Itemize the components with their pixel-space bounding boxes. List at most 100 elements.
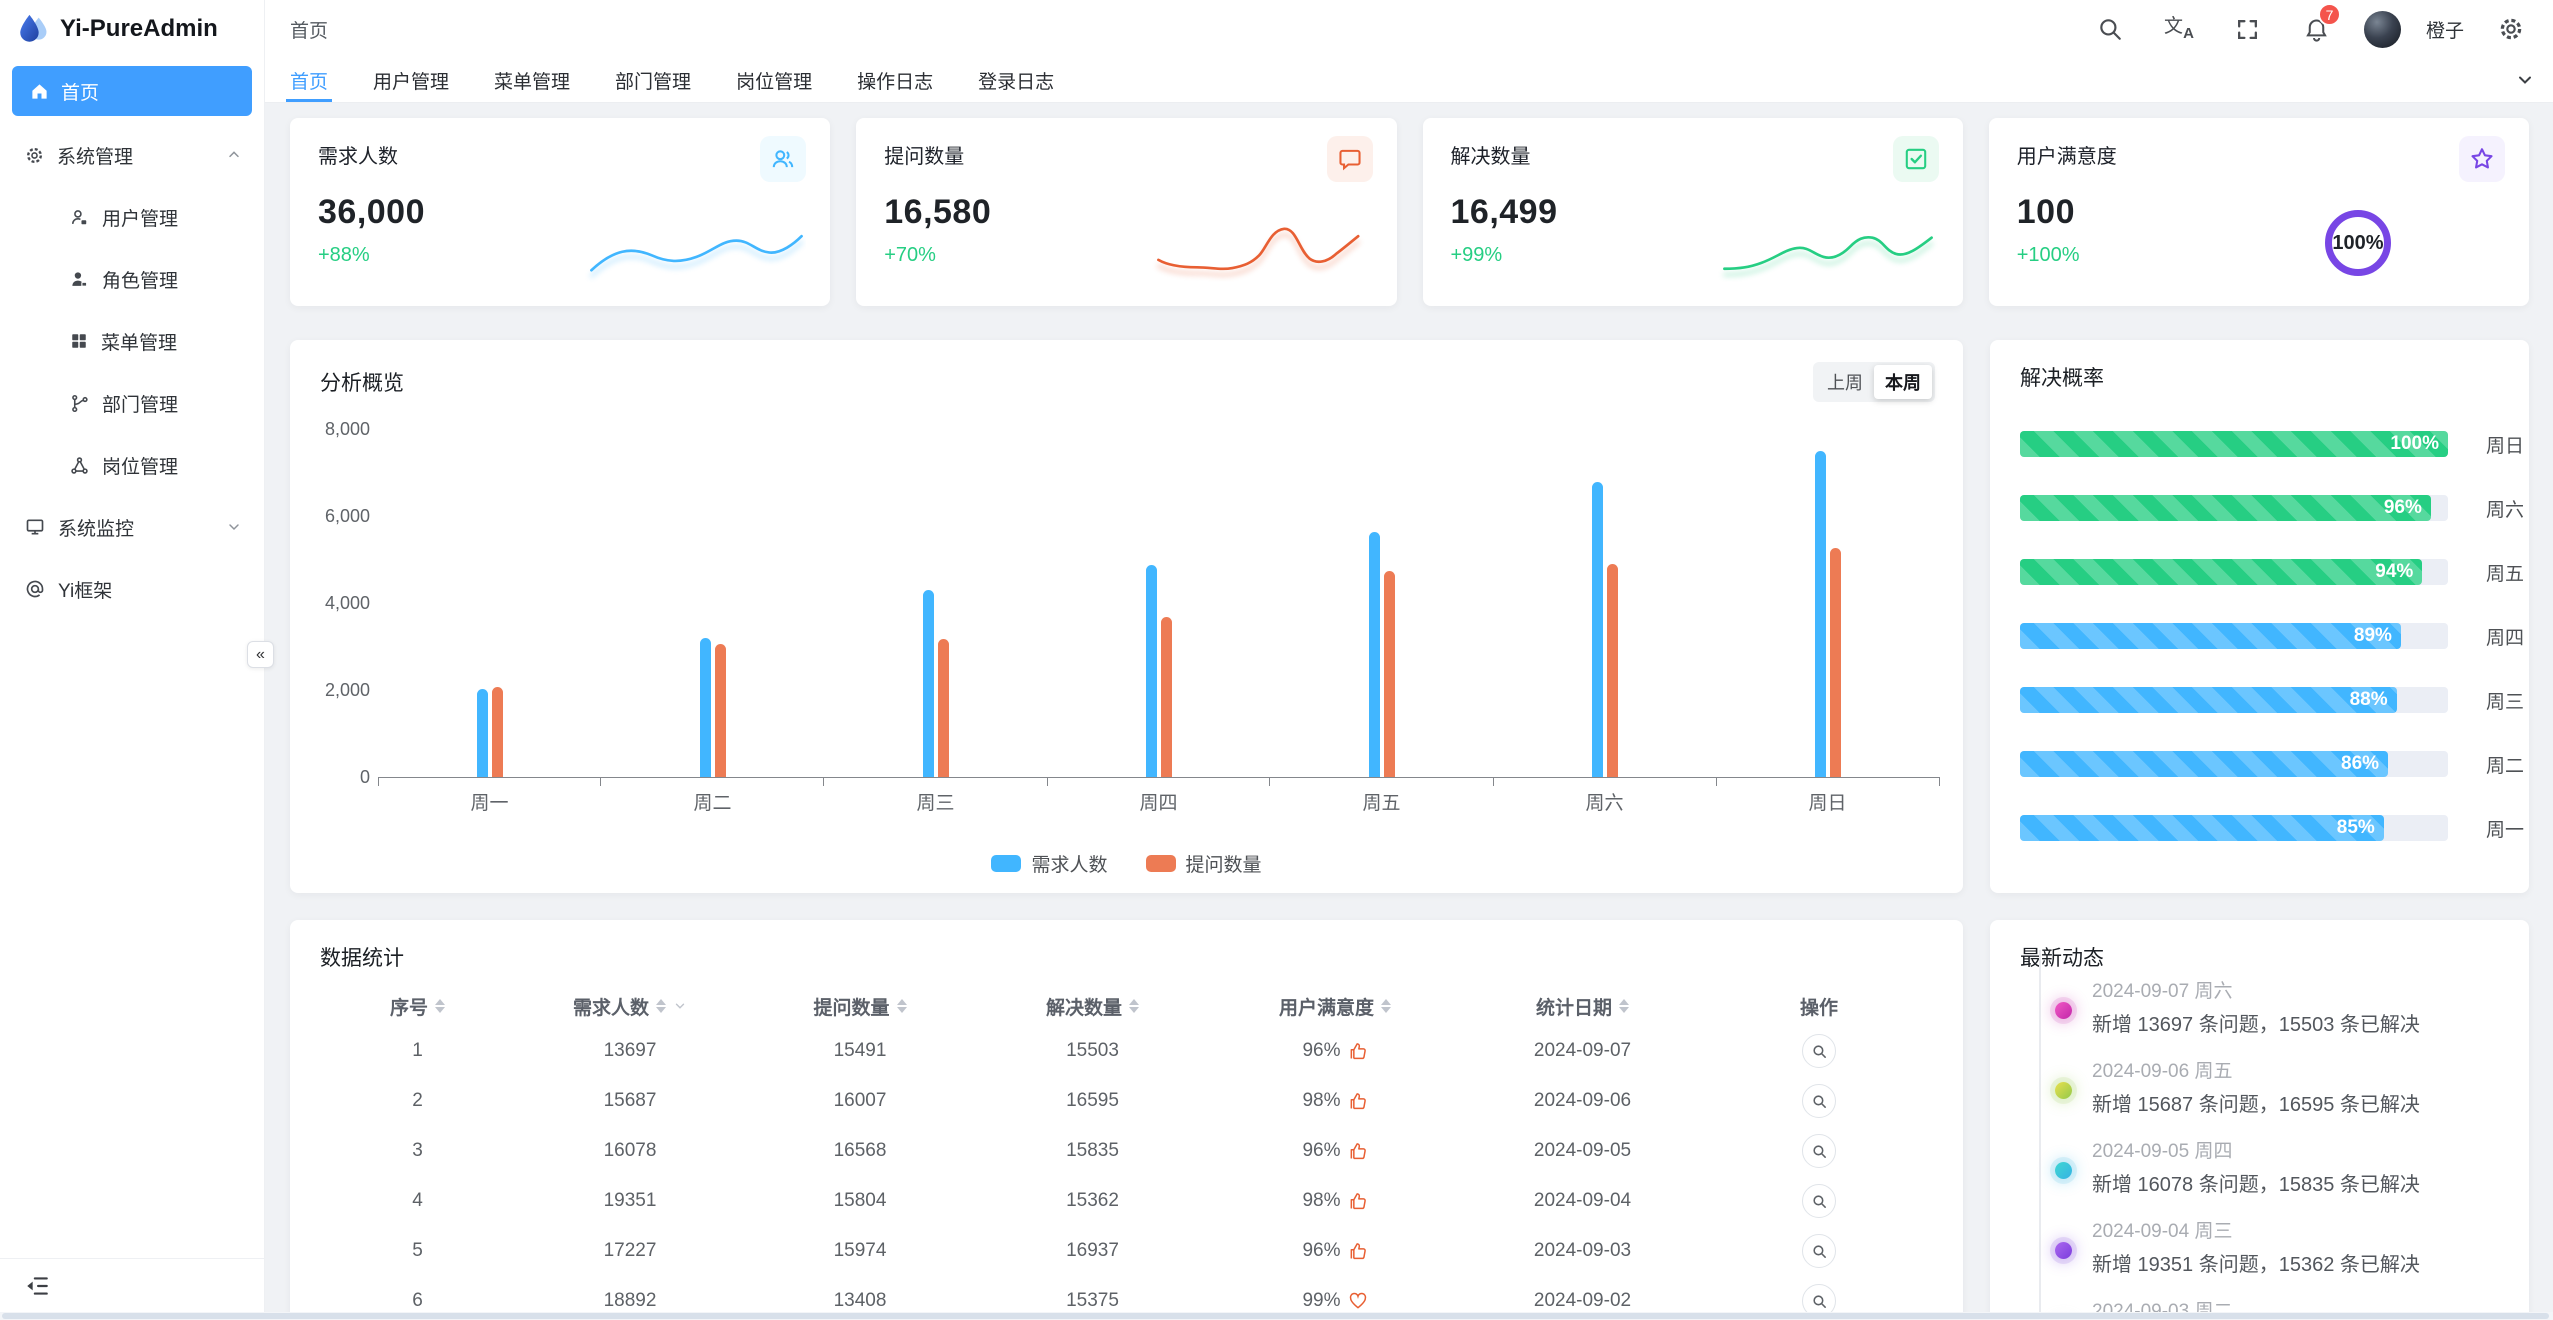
solve-probability-panel: 解决概率 100% 周日 96% 周六 94% 周五 89% 周四 88% 周三 86% 周二 85% 周… (1990, 340, 2529, 893)
sort-carets-icon[interactable] (1129, 999, 1139, 1013)
sidebar-item-Yi框架[interactable]: Yi框架 (0, 558, 264, 620)
sidebar-item-label: 部门管理 (102, 394, 179, 416)
cell-index: 4 (412, 1190, 423, 1211)
cell-date: 2024-09-04 (1533, 1190, 1632, 1211)
tab-菜单管理[interactable]: 菜单管理 (494, 71, 571, 93)
legend-item-提问数量[interactable]: 提问数量 (1145, 850, 1262, 877)
thumb-up-icon (1348, 1091, 1368, 1111)
column-header-统计日期[interactable]: 统计日期 (1460, 993, 1705, 1020)
cell-date: 2024-09-03 (1533, 1240, 1632, 1261)
progress-fill: 89% (2020, 623, 2401, 649)
tab-首页[interactable]: 首页 (285, 58, 333, 102)
panel-title: 分析概览 (320, 372, 404, 395)
y-axis-label: 2,000 (324, 680, 370, 700)
sidebar-item-系统监控[interactable]: 系统监控 (0, 496, 264, 558)
tab-操作日志[interactable]: 操作日志 (857, 71, 934, 93)
fullscreen-icon[interactable] (2226, 7, 2270, 51)
x-axis-label: 周二 (693, 793, 732, 814)
stat-cards-row: 需求人数 36,000 +88% 提问数量 16,580 +70% 解决数量 16,499 +9… (290, 118, 2529, 306)
table-row: 3 16078 16568 15835 96% 2024-09-05 (320, 1126, 1933, 1176)
solve-row-周六: 96% 周六 (2020, 476, 2529, 540)
view-row-button[interactable] (1802, 1034, 1836, 1068)
sidebar-item-label: 系统监控 (58, 518, 135, 540)
progress-track: 94% (2020, 559, 2448, 585)
user-icon (70, 208, 89, 227)
panel-title: 最新动态 (2020, 947, 2104, 970)
sidebar-item-label: 系统管理 (57, 146, 134, 168)
progress-day-label: 周二 (2486, 755, 2525, 777)
cell-actions (1705, 1184, 1933, 1218)
view-row-button[interactable] (1802, 1234, 1836, 1268)
cell-resolved: 15362 (1066, 1190, 1119, 1211)
bar-提问数量 (1829, 547, 1841, 777)
axis-tick (1492, 777, 1494, 786)
menu-fold-icon[interactable] (22, 1271, 52, 1301)
bar-需求人数 (1814, 451, 1826, 777)
satisfaction-ring: 100% (2325, 210, 2391, 276)
tab-用户管理[interactable]: 用户管理 (373, 71, 450, 93)
sidebar-item-菜单管理[interactable]: 菜单管理 (0, 310, 264, 372)
sort-carets-icon[interactable] (435, 999, 445, 1013)
notifications-bell-icon[interactable]: 7 (2295, 3, 2341, 51)
x-axis-label: 周日 (1808, 793, 1847, 814)
legend-item-需求人数[interactable]: 需求人数 (991, 850, 1108, 877)
bar-group-周一 (378, 430, 601, 777)
cell-questions: 15974 (833, 1240, 887, 1261)
horizontal-scrollbar-thumb[interactable] (2, 1313, 2549, 1319)
sort-carets-icon[interactable] (896, 999, 907, 1013)
sidebar-collapse-button[interactable]: « (247, 641, 274, 668)
column-header-用户满意度[interactable]: 用户满意度 (1210, 993, 1460, 1020)
timeline-line (2039, 950, 2041, 1320)
sidebar-item-用户管理[interactable]: 用户管理 (0, 186, 264, 248)
sort-carets-icon[interactable] (1381, 999, 1391, 1013)
sort-carets-icon[interactable] (1619, 999, 1629, 1013)
column-header-解决数量[interactable]: 解决数量 (975, 993, 1210, 1020)
x-axis-label: 周五 (1362, 793, 1401, 814)
week-button-上周[interactable]: 上周 (1827, 373, 1863, 393)
view-row-button[interactable] (1802, 1184, 1836, 1218)
search-icon[interactable] (2088, 7, 2132, 51)
timeline-dot (2055, 1162, 2072, 1179)
view-row-button[interactable] (1802, 1084, 1836, 1118)
column-header-提问数量[interactable]: 提问数量 (745, 993, 975, 1020)
week-button-本周[interactable]: 本周 (1874, 365, 1932, 399)
progress-day-label: 周五 (2486, 563, 2525, 585)
axis-tick (600, 777, 602, 786)
sidebar-item-系统管理[interactable]: 系统管理 (0, 124, 264, 186)
cell-index: 6 (412, 1290, 423, 1311)
avatar[interactable] (2363, 10, 2401, 48)
cell-satisfaction: 98% (1210, 1190, 1460, 1212)
tab-部门管理[interactable]: 部门管理 (615, 71, 692, 93)
tab-岗位管理[interactable]: 岗位管理 (736, 71, 813, 93)
settings-gear-icon[interactable] (2489, 7, 2533, 51)
magnifier-icon (1811, 1193, 1828, 1210)
table-header-row: 序号 需求人数 提问数量 解决数量 用户满意度 统计日期 操作 (320, 986, 1933, 1026)
content: 需求人数 36,000 +88% 提问数量 16,580 +70% 解决数量 16,499 +9… (265, 103, 2553, 1320)
cell-questions: 15491 (833, 1040, 887, 1061)
column-header-需求人数[interactable]: 需求人数 (515, 993, 745, 1020)
bar-group-周六 (1493, 430, 1716, 777)
sidebar-item-部门管理[interactable]: 部门管理 (0, 372, 264, 434)
chart-legend: 需求人数 提问数量 (290, 850, 1963, 877)
breadcrumb[interactable]: 首页 (290, 20, 329, 42)
sidebar-item-角色管理[interactable]: 角色管理 (0, 248, 264, 310)
sort-carets-icon[interactable] (656, 999, 666, 1013)
sidebar-item-岗位管理[interactable]: 岗位管理 (0, 434, 264, 496)
tabs-chevron-down-icon[interactable] (2515, 58, 2535, 102)
column-header-label: 序号 (389, 997, 428, 1019)
progress-day-label: 周一 (2486, 819, 2525, 841)
app-logo[interactable]: Yi-PureAdmin (0, 0, 264, 58)
timeline-dot (2055, 1242, 2072, 1259)
view-row-button[interactable] (1802, 1134, 1836, 1168)
satisfaction-value: 98% (1302, 1190, 1341, 1211)
tab-登录日志[interactable]: 登录日志 (978, 71, 1055, 93)
sidebar-item-label: 角色管理 (102, 270, 179, 292)
at-icon (25, 579, 45, 599)
username[interactable]: 橙子 (2425, 20, 2464, 42)
sidebar-item-home[interactable]: 首页 (12, 66, 252, 116)
cell-questions: 16007 (833, 1090, 887, 1111)
cell-satisfaction: 98% (1210, 1090, 1460, 1112)
column-header-序号[interactable]: 序号 (320, 993, 515, 1020)
axis-tick (1269, 777, 1271, 786)
